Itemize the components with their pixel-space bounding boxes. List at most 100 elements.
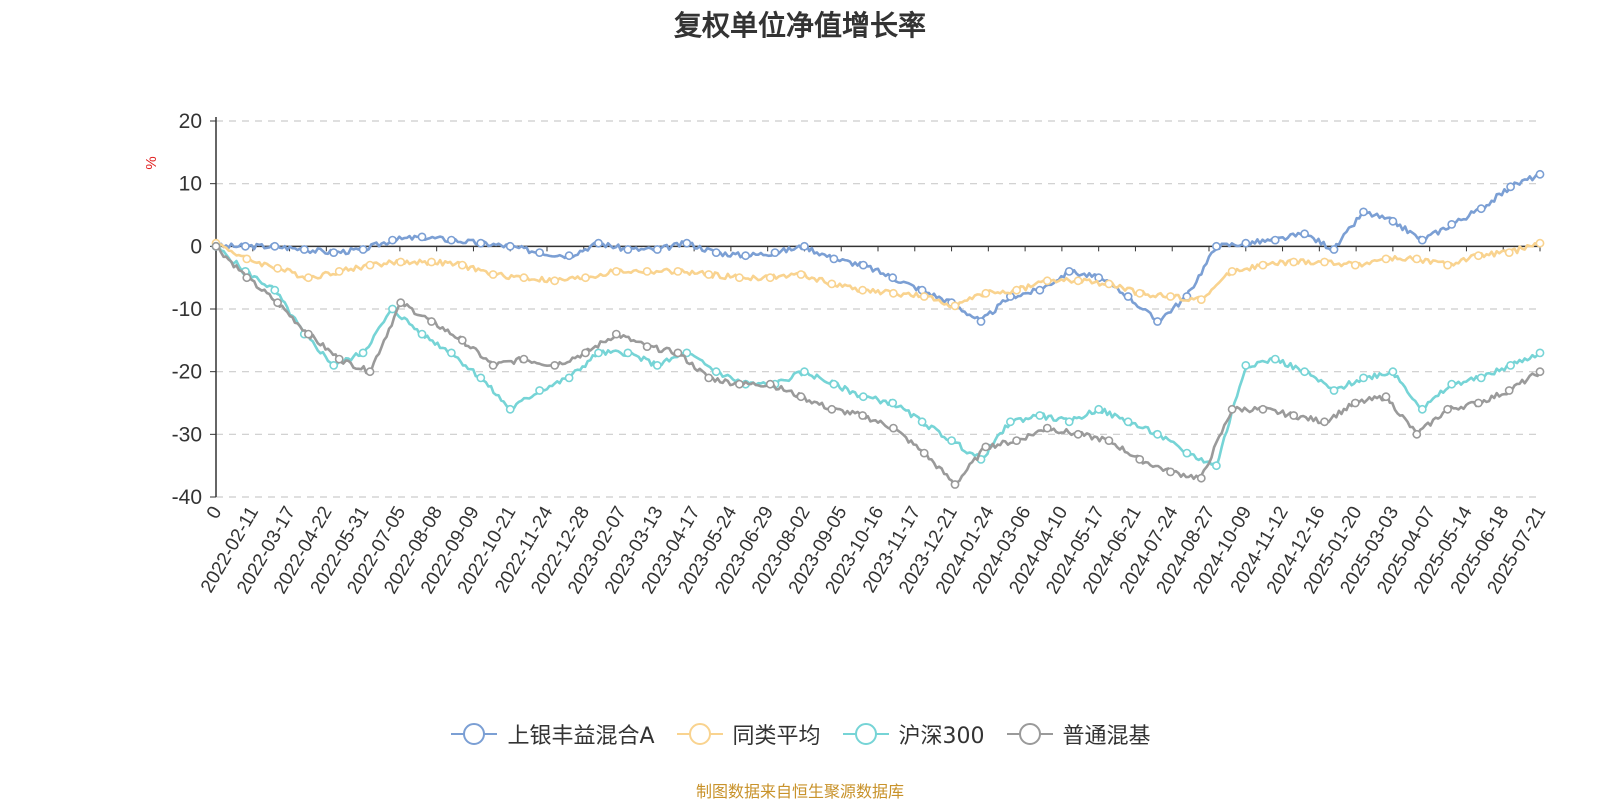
data-point — [1006, 417, 1015, 427]
data-point — [270, 285, 280, 295]
chart-title: 复权单位净值增长率 — [673, 9, 926, 42]
data-point — [623, 245, 633, 254]
data-point — [550, 276, 560, 286]
grid-lines — [216, 120, 1540, 498]
data-point — [1212, 241, 1221, 251]
data-point — [858, 285, 867, 295]
data-point — [1064, 266, 1074, 276]
data-point — [704, 270, 714, 279]
data-point — [1241, 360, 1251, 370]
data-point — [1300, 229, 1309, 239]
data-point — [1535, 367, 1545, 377]
data-point — [765, 379, 775, 389]
data-point — [1443, 260, 1452, 270]
y-tick-label: -30 — [172, 423, 202, 446]
legend-marker-icon — [451, 723, 498, 745]
data-point — [1270, 235, 1280, 245]
data-point — [1196, 295, 1206, 304]
data-point — [1135, 454, 1145, 464]
data-point — [1535, 169, 1545, 179]
data-point — [1289, 411, 1299, 420]
chart-legend: 上银丰益混合A 同类平均 沪深300 普通混基 — [0, 718, 1600, 750]
data-point — [303, 273, 313, 283]
data-point — [1012, 285, 1021, 295]
data-point — [858, 260, 868, 270]
data-point — [976, 317, 986, 326]
data-point — [829, 379, 839, 389]
data-point — [1035, 411, 1045, 420]
data-point — [564, 251, 574, 261]
data-point — [1320, 417, 1329, 427]
data-point — [741, 251, 750, 261]
data-point — [770, 248, 780, 257]
y-tick-label: 10 — [179, 173, 202, 196]
data-point — [1506, 182, 1515, 192]
data-point — [889, 423, 898, 433]
y-tick-label: -20 — [172, 361, 202, 384]
data-point — [1270, 354, 1280, 364]
data-point — [1123, 417, 1133, 427]
data-point — [1535, 238, 1545, 248]
data-point — [488, 360, 498, 370]
data-point — [1182, 448, 1192, 458]
data-point — [519, 354, 529, 364]
data-point — [1153, 429, 1162, 439]
data-point — [273, 263, 282, 273]
data-point — [1359, 373, 1368, 383]
y-tick-label: 20 — [179, 110, 202, 133]
data-point — [888, 398, 898, 408]
data-point — [1073, 429, 1083, 439]
data-point — [1320, 257, 1329, 267]
data-point — [1476, 204, 1486, 214]
data-point — [457, 335, 467, 345]
data-point — [1350, 260, 1360, 270]
data-point — [1135, 288, 1145, 298]
legend-item[interactable]: 普通混基 — [1005, 718, 1151, 750]
data-point — [365, 260, 375, 270]
data-point — [1476, 373, 1486, 383]
legend-item[interactable]: 同类平均 — [675, 718, 821, 750]
data-point — [242, 254, 252, 264]
data-point — [673, 348, 683, 358]
data-point — [652, 360, 662, 370]
data-point — [1412, 254, 1422, 264]
data-point — [334, 354, 344, 364]
data-point — [673, 266, 683, 276]
data-point — [1381, 254, 1391, 264]
data-point — [888, 273, 898, 283]
data-point — [800, 367, 809, 377]
data-point — [623, 348, 633, 358]
data-point — [1073, 276, 1083, 286]
data-point — [427, 317, 436, 326]
data-point — [1412, 429, 1422, 439]
data-point — [827, 404, 837, 414]
data-point — [1212, 461, 1221, 471]
data-point — [858, 392, 868, 402]
data-point — [981, 442, 991, 452]
data-point — [950, 480, 960, 489]
data-point — [1359, 207, 1368, 217]
data-point — [1094, 273, 1104, 283]
data-point — [488, 270, 498, 279]
data-point — [858, 411, 867, 420]
data-point — [1012, 436, 1021, 445]
legend-item[interactable]: 沪深300 — [841, 718, 985, 750]
data-point — [1300, 367, 1309, 377]
data-point — [1329, 386, 1339, 395]
series-line — [216, 245, 1541, 468]
data-point — [765, 273, 775, 283]
data-point — [947, 436, 956, 445]
data-point — [564, 373, 574, 383]
y-tick-label: -10 — [172, 298, 202, 321]
y-axis-label: % — [143, 156, 160, 169]
data-point — [1388, 216, 1398, 226]
data-point — [642, 342, 652, 351]
data-point — [388, 235, 397, 245]
legend-item[interactable]: 上银丰益混合A — [449, 718, 655, 750]
data-point — [581, 273, 590, 283]
series-lines — [211, 169, 1545, 489]
data-point — [1447, 219, 1457, 229]
data-point — [1094, 404, 1104, 414]
legend-label: 普通混基 — [1062, 724, 1151, 749]
